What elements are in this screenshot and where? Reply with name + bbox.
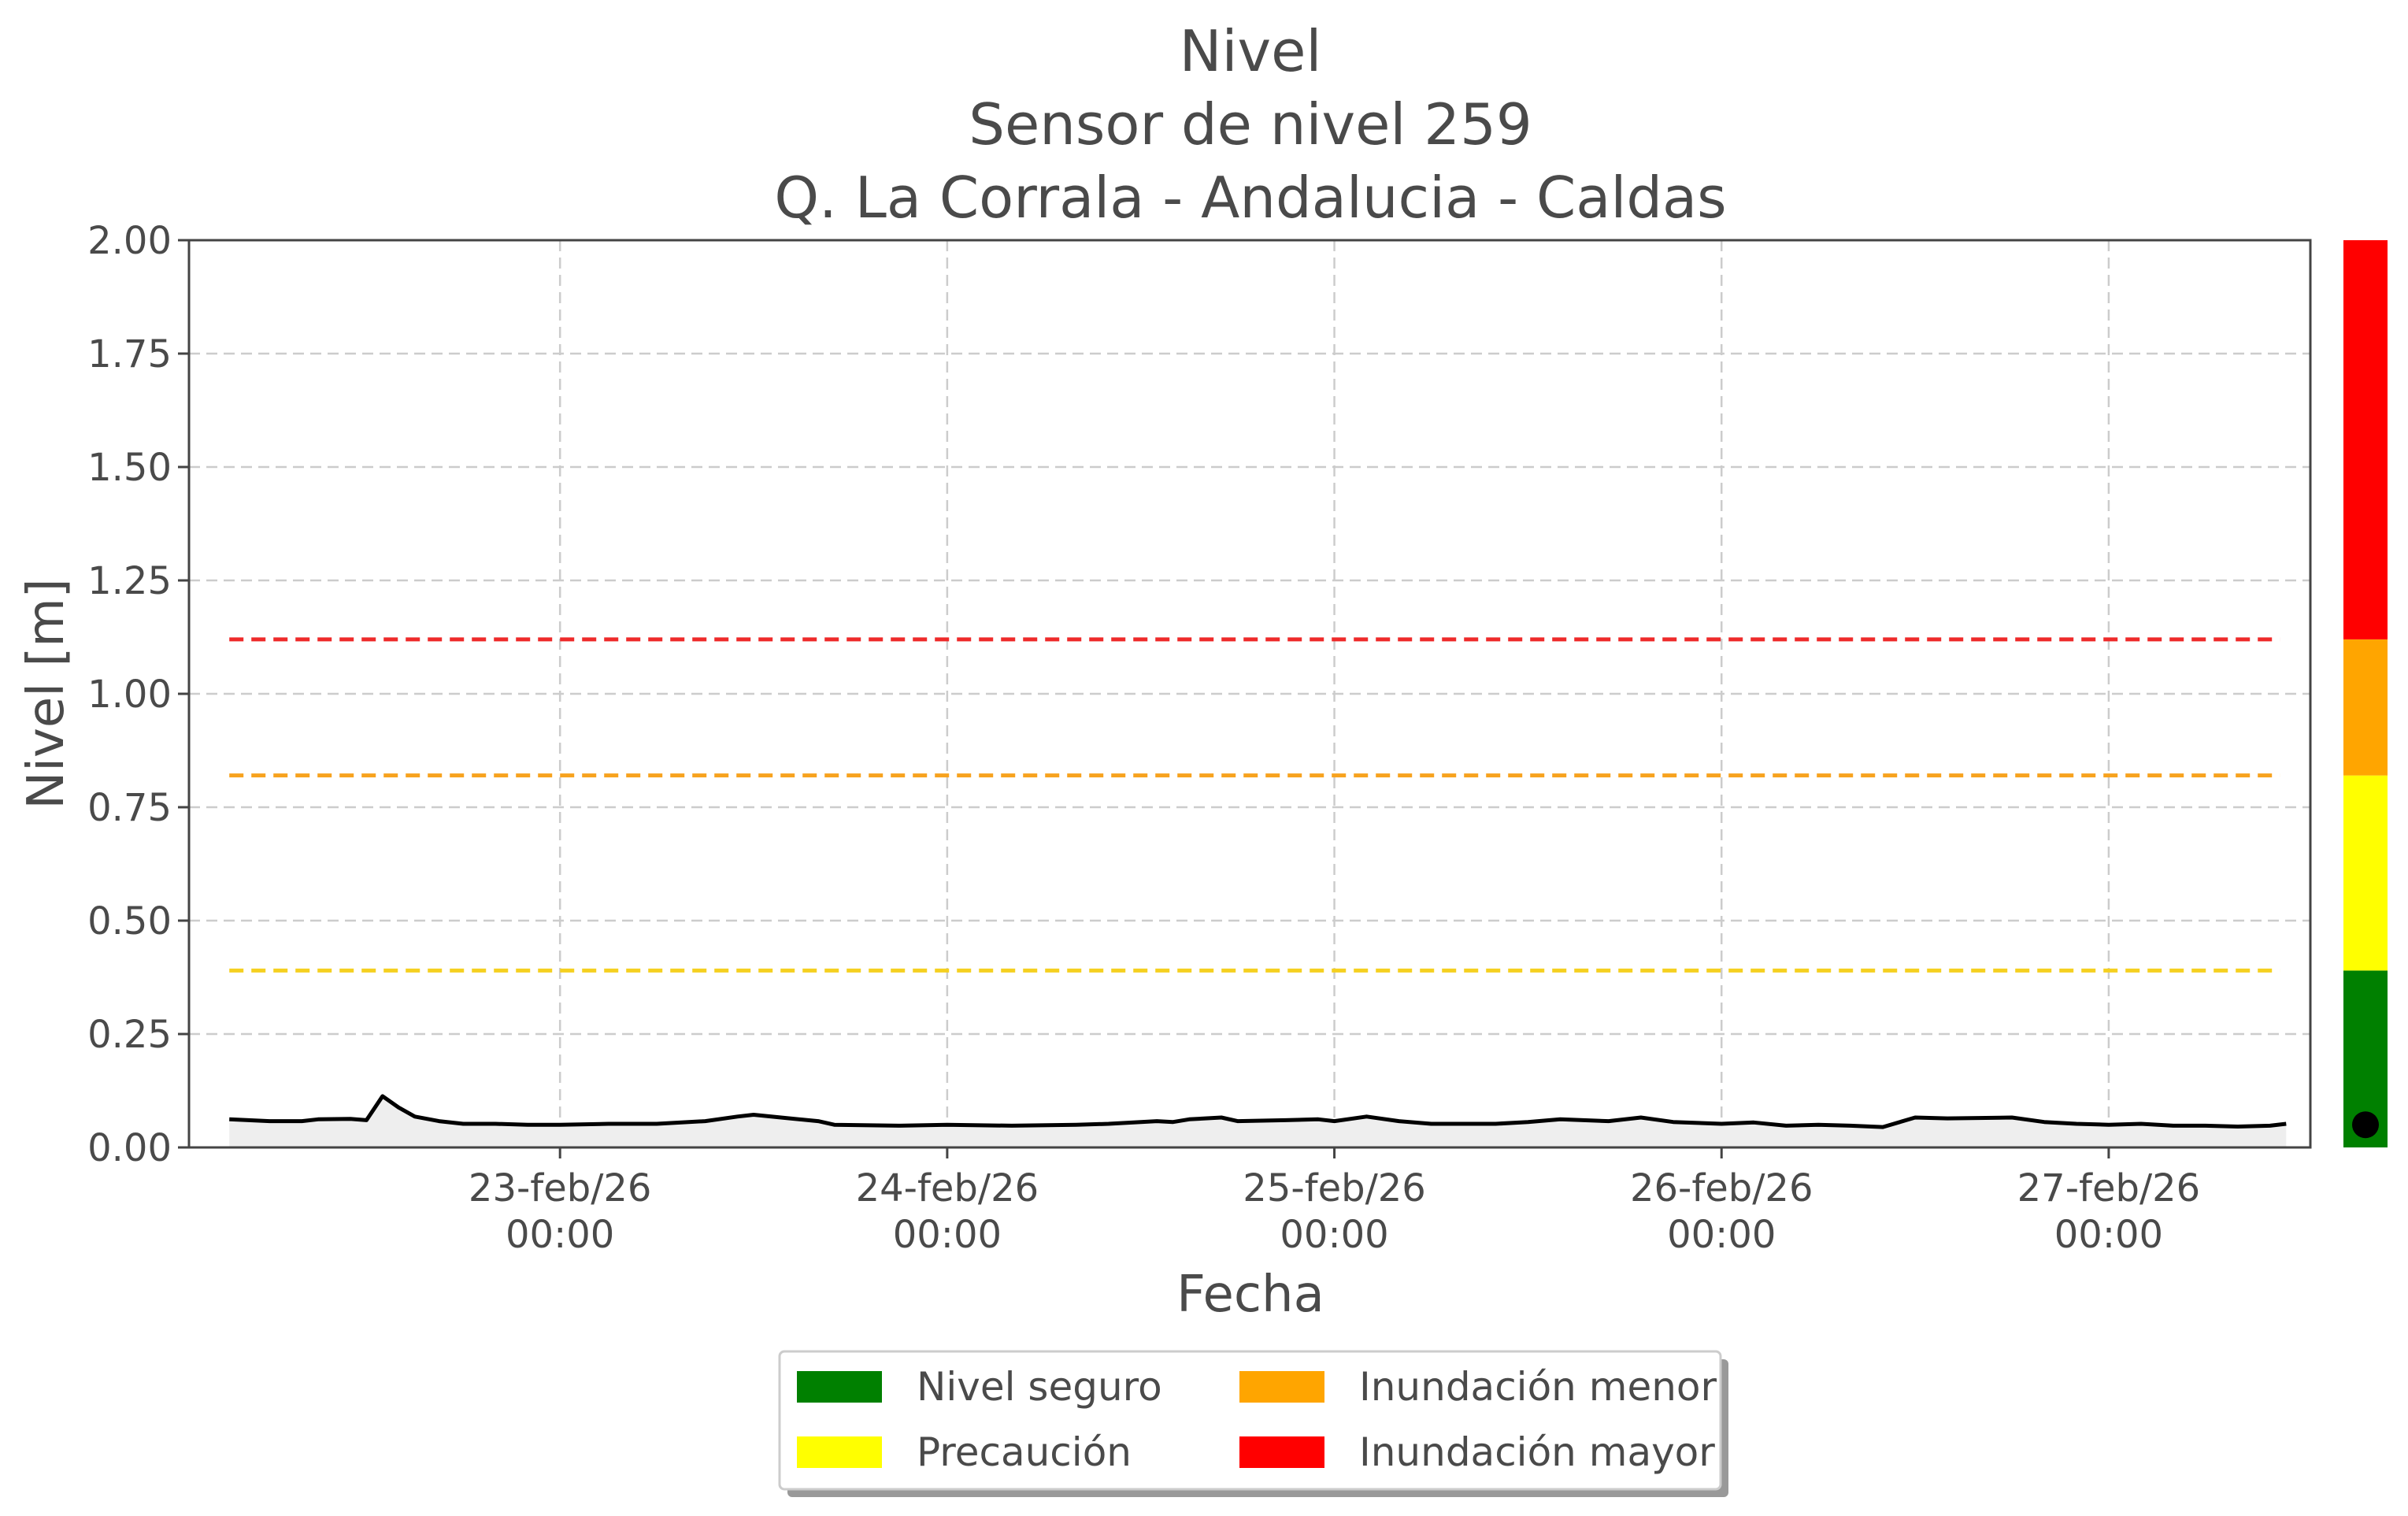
x-axis: 23-feb/2600:0024-feb/2600:0025-feb/2600:… [469, 1147, 2200, 1257]
y-tick-label: 1.25 [87, 559, 172, 603]
legend-label: Inundación mayor [1359, 1429, 1715, 1475]
series-line [229, 1094, 2287, 1129]
y-tick-label: 0.75 [87, 786, 172, 830]
y-tick-label: 1.50 [87, 446, 172, 490]
grid [189, 240, 2310, 1147]
status-bar-segment [2343, 240, 2388, 639]
x-tick-time: 00:00 [1280, 1213, 1388, 1257]
legend-label: Inundación menor [1359, 1364, 1717, 1410]
x-tick-time: 00:00 [893, 1213, 1002, 1257]
legend-label: Precaución [917, 1429, 1132, 1475]
threshold-lines [229, 637, 2280, 973]
legend-label: Nivel seguro [917, 1364, 1162, 1410]
legend-swatch [797, 1436, 882, 1468]
status-bar-segment [2343, 775, 2388, 971]
legend-box [778, 1350, 1722, 1491]
current-level-marker [2352, 1111, 2379, 1139]
x-tick-date: 27-feb/26 [2017, 1166, 2201, 1210]
title-line-2: Sensor de nivel 259 [969, 91, 1532, 158]
y-tick-label: 0.00 [87, 1126, 172, 1170]
x-tick-time: 00:00 [2054, 1213, 2163, 1257]
legend: Nivel seguro Precaución Inundación menor In… [778, 1350, 1728, 1497]
legend-swatch [1239, 1436, 1324, 1468]
chart-title: Nivel Sensor de nivel 259 Q. La Corrala … [774, 18, 1726, 231]
legend-swatch [797, 1371, 882, 1403]
x-tick-date: 26-feb/26 [1630, 1166, 1813, 1210]
x-axis-label: Fecha [1176, 1266, 1324, 1324]
status-bar [2343, 240, 2388, 1147]
x-tick-date: 24-feb/26 [856, 1166, 1039, 1210]
y-tick-label: 0.50 [87, 899, 172, 943]
legend-swatch [1239, 1371, 1324, 1403]
x-tick-time: 00:00 [506, 1213, 614, 1257]
y-tick-label: 1.75 [87, 332, 172, 376]
x-tick-date: 23-feb/26 [469, 1166, 652, 1210]
status-bar-segment [2343, 639, 2388, 776]
legend-entries: Nivel seguro Precaución Inundación menor In… [797, 1364, 1717, 1475]
y-tick-label: 2.00 [87, 219, 172, 263]
y-axis: 0.00 0.25 0.50 0.75 1.00 1.25 1.50 1.75 2.00 [87, 219, 189, 1170]
y-tick-label: 1.00 [87, 673, 172, 717]
title-line-3: Q. La Corrala - Andalucia - Caldas [774, 165, 1726, 231]
y-axis-label: Nivel [m] [17, 578, 76, 809]
y-tick-label: 0.25 [87, 1013, 172, 1057]
x-tick-time: 00:00 [1667, 1213, 1776, 1257]
x-tick-date: 25-feb/26 [1243, 1166, 1426, 1210]
series-area [229, 1094, 2287, 1147]
title-line-1: Nivel [1180, 18, 1322, 84]
